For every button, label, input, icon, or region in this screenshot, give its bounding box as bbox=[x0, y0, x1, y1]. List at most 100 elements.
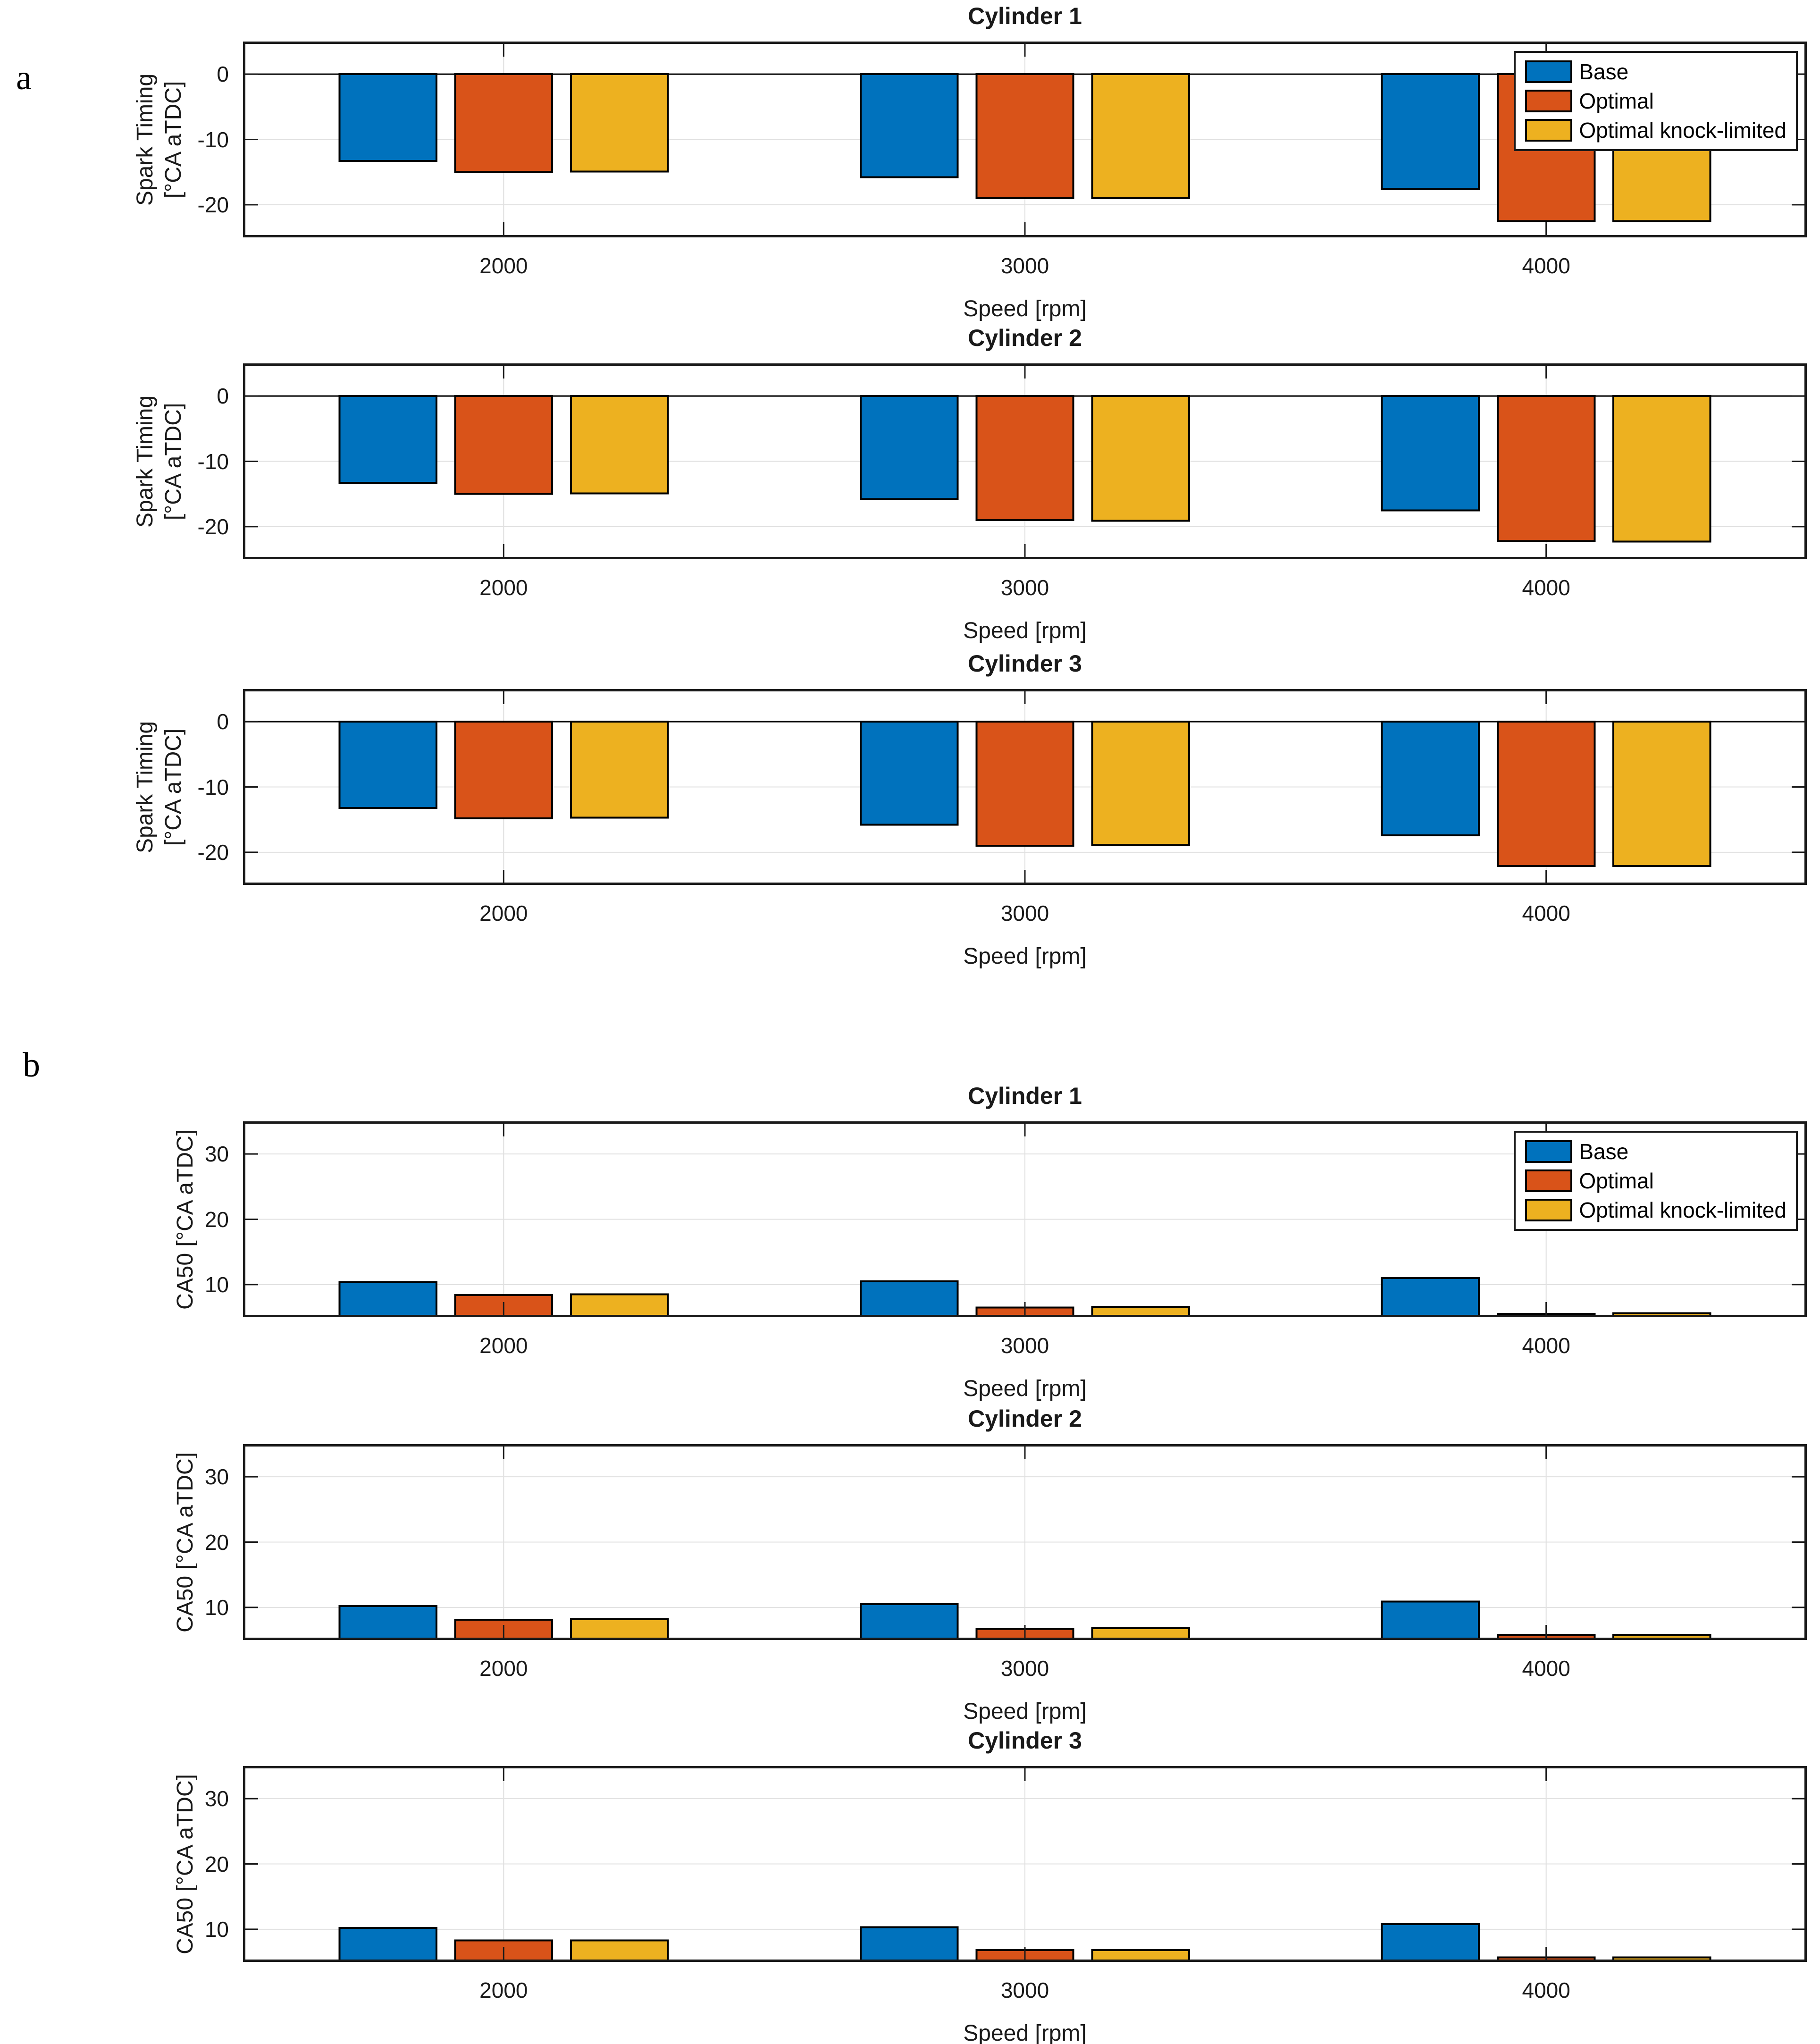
x-tick-label-a1: 2000 bbox=[479, 253, 528, 278]
subplot-title-a1: Cylinder 1 bbox=[968, 3, 1082, 29]
x-tick-label-a3: 4000 bbox=[1522, 901, 1570, 925]
bar-optimal_knock_limited-4000 bbox=[1612, 395, 1711, 543]
bar-base-2000 bbox=[338, 721, 437, 809]
y-tick-label-b3: 30 bbox=[204, 1786, 229, 1811]
panel-b-letter: b bbox=[23, 1046, 40, 1085]
bar-optimal_knock_limited-2000 bbox=[570, 1618, 669, 1640]
y-tick-label-b3: 20 bbox=[204, 1851, 229, 1876]
y-tick-label-b2: 10 bbox=[204, 1595, 229, 1620]
bar-base-2000 bbox=[338, 395, 437, 484]
axes-box bbox=[243, 363, 1807, 559]
y-tick-label-a2: -20 bbox=[197, 514, 229, 539]
bar-base-4000 bbox=[1381, 395, 1480, 512]
x-tick-label-a2: 2000 bbox=[479, 575, 528, 600]
y-tick-label-a1: -20 bbox=[197, 192, 229, 217]
bar-base-4000 bbox=[1381, 1923, 1480, 1962]
bar-base-3000 bbox=[860, 73, 959, 178]
x-tick-label-a1: 3000 bbox=[1000, 253, 1049, 278]
legend-item: Optimal bbox=[1525, 89, 1786, 113]
x-tick-label-b3: 4000 bbox=[1522, 1978, 1570, 2002]
legend-swatch-optimal bbox=[1525, 90, 1573, 112]
bar-base-2000 bbox=[338, 1927, 437, 1962]
bar-optimal_knock_limited-3000 bbox=[1091, 395, 1190, 522]
x-tick-label-b1: 2000 bbox=[479, 1333, 528, 1358]
y-tick-label-a3: 0 bbox=[217, 709, 229, 734]
x-axis-label-b1: Speed [rpm] bbox=[963, 1376, 1087, 1401]
plot-area-a3 bbox=[243, 689, 1807, 885]
subplot-title-b3: Cylinder 3 bbox=[968, 1727, 1082, 1754]
bar-optimal_knock_limited-2000 bbox=[570, 721, 669, 819]
bar-optimal_knock_limited-2000 bbox=[570, 73, 669, 173]
y-tick-label-a1: 0 bbox=[217, 62, 229, 87]
bar-base-3000 bbox=[860, 1926, 959, 1962]
y-tick-label-b3: 10 bbox=[204, 1917, 229, 1942]
plot-area-b2 bbox=[243, 1444, 1807, 1640]
bar-optimal_knock_limited-3000 bbox=[1091, 73, 1190, 200]
bar-base-3000 bbox=[860, 1280, 959, 1317]
bar-optimal_knock_limited-2000 bbox=[570, 1939, 669, 1962]
x-tick-label-a3: 3000 bbox=[1000, 901, 1049, 925]
y-tick-label-b1: 20 bbox=[204, 1207, 229, 1232]
bar-optimal-3000 bbox=[975, 395, 1074, 522]
bar-base-4000 bbox=[1381, 721, 1480, 836]
x-tick-label-a2: 4000 bbox=[1522, 575, 1570, 600]
legend-item: Base bbox=[1525, 59, 1786, 84]
y-tick-label-a2: 0 bbox=[217, 384, 229, 409]
x-tick-label-b2: 2000 bbox=[479, 1656, 528, 1681]
y-tick-label-b2: 30 bbox=[204, 1464, 229, 1489]
plot-area-a2 bbox=[243, 363, 1807, 559]
legend-swatch-base bbox=[1525, 60, 1573, 83]
bar-base-4000 bbox=[1381, 73, 1480, 190]
axes-box bbox=[243, 689, 1807, 885]
legend-item-label: Optimal bbox=[1579, 89, 1654, 113]
bar-base-2000 bbox=[338, 1281, 437, 1317]
x-tick-label-b2: 4000 bbox=[1522, 1656, 1570, 1681]
y-tick-label-a2: -10 bbox=[197, 449, 229, 474]
bar-optimal_knock_limited-3000 bbox=[1091, 721, 1190, 846]
y-tick-label-a1: -10 bbox=[197, 127, 229, 152]
x-axis-label-a1: Speed [rpm] bbox=[963, 296, 1087, 321]
subplot-title-b2: Cylinder 2 bbox=[968, 1405, 1082, 1432]
bar-optimal-3000 bbox=[975, 73, 1074, 200]
bar-base-3000 bbox=[860, 721, 959, 826]
y-tick-label-a3: -20 bbox=[197, 840, 229, 865]
x-axis-label-a3: Speed [rpm] bbox=[963, 944, 1087, 969]
legend-item: Optimal bbox=[1525, 1169, 1786, 1193]
axes-box bbox=[243, 1766, 1807, 1962]
x-axis-label-b2: Speed [rpm] bbox=[963, 1699, 1087, 1724]
legend-item-label: Optimal knock-limited bbox=[1579, 118, 1786, 143]
bar-optimal_knock_limited-3000 bbox=[1091, 1305, 1190, 1317]
x-tick-label-a2: 3000 bbox=[1000, 575, 1049, 600]
legend-item: Optimal knock-limited bbox=[1525, 1198, 1786, 1222]
bar-optimal-2000 bbox=[454, 395, 554, 495]
bar-optimal-3000 bbox=[975, 721, 1074, 847]
legend-b: Base Optimal Optimal knock-limited bbox=[1514, 1131, 1798, 1231]
bar-base-3000 bbox=[860, 395, 959, 500]
bar-base-4000 bbox=[1381, 1277, 1480, 1317]
y-tick-label-a3: -10 bbox=[197, 774, 229, 799]
x-tick-label-b2: 3000 bbox=[1000, 1656, 1049, 1681]
subplot-title-a3: Cylinder 3 bbox=[968, 650, 1082, 677]
x-axis-label-a2: Speed [rpm] bbox=[963, 618, 1087, 643]
bar-optimal-2000 bbox=[454, 73, 554, 173]
legend-a: Base Optimal Optimal knock-limited bbox=[1514, 51, 1798, 151]
y-tick-label-b1: 30 bbox=[204, 1142, 229, 1167]
bar-optimal-2000 bbox=[454, 721, 554, 819]
axes-box bbox=[243, 1444, 1807, 1640]
bar-base-4000 bbox=[1381, 1600, 1480, 1640]
legend-swatch-optimal bbox=[1525, 1169, 1573, 1192]
x-tick-label-b3: 2000 bbox=[479, 1978, 528, 2002]
legend-swatch-optimal_knock_limited bbox=[1525, 1199, 1573, 1221]
legend-swatch-base bbox=[1525, 1140, 1573, 1163]
bar-base-2000 bbox=[338, 1605, 437, 1640]
legend-item-label: Optimal bbox=[1579, 1169, 1654, 1193]
legend-swatch-optimal_knock_limited bbox=[1525, 119, 1573, 142]
x-axis-label-b3: Speed [rpm] bbox=[963, 2021, 1087, 2044]
legend-item-label: Base bbox=[1579, 59, 1629, 84]
y-tick-label-b1: 10 bbox=[204, 1272, 229, 1297]
legend-item: Base bbox=[1525, 1139, 1786, 1164]
bar-base-2000 bbox=[338, 73, 437, 162]
bar-optimal_knock_limited-4000 bbox=[1612, 721, 1711, 867]
bar-optimal-4000 bbox=[1496, 721, 1596, 867]
